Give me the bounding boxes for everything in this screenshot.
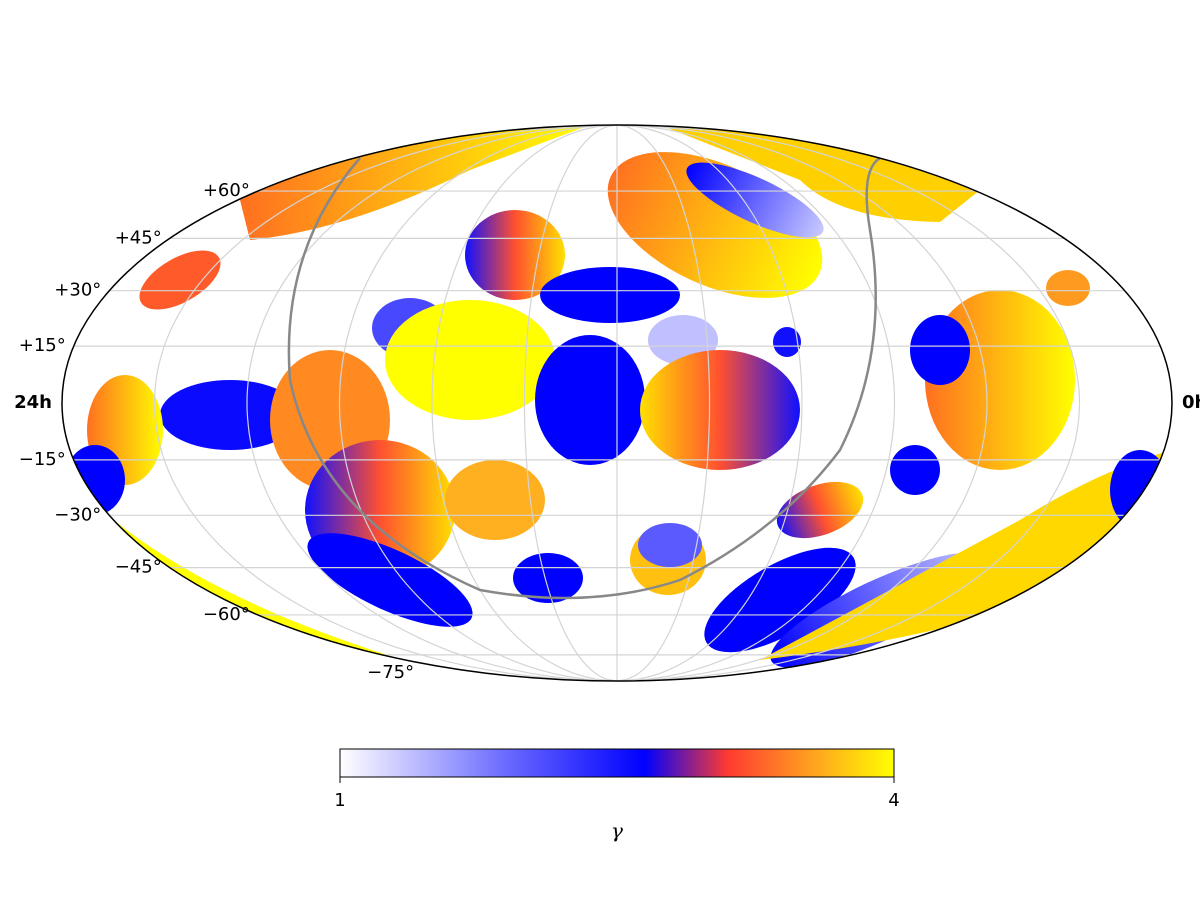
colorbar-tick-label: 1 bbox=[334, 790, 345, 811]
y-tick-label: −30° bbox=[54, 504, 101, 525]
y-tick-label: −15° bbox=[19, 449, 66, 470]
y-tick-label: −60° bbox=[203, 604, 250, 625]
region bbox=[465, 210, 565, 300]
region bbox=[445, 460, 545, 540]
region bbox=[638, 523, 702, 567]
y-tick-label: +60° bbox=[203, 180, 250, 201]
meridian bbox=[246, 125, 618, 681]
y-tick-label: −45° bbox=[115, 557, 162, 578]
galactic-plane bbox=[287, 156, 881, 600]
region bbox=[240, 125, 590, 240]
region bbox=[890, 445, 940, 495]
region bbox=[910, 315, 970, 385]
meridian bbox=[616, 125, 711, 681]
meridian bbox=[431, 125, 618, 681]
region bbox=[1110, 450, 1170, 530]
colorbar-tick-label: 4 bbox=[888, 790, 899, 811]
sky-boundary bbox=[61, 124, 1173, 682]
grid bbox=[73, 125, 1161, 681]
region bbox=[139, 250, 221, 310]
region bbox=[760, 450, 1172, 660]
y-tick-label: +45° bbox=[115, 227, 162, 248]
colorbar bbox=[339, 748, 895, 778]
region bbox=[307, 533, 473, 627]
region bbox=[704, 547, 856, 653]
x-tick-label: 0h bbox=[1182, 392, 1200, 413]
meridian bbox=[153, 125, 618, 681]
meridian bbox=[523, 125, 618, 681]
meridian bbox=[616, 125, 988, 681]
x-tick-label: 24h bbox=[14, 392, 52, 413]
region bbox=[660, 125, 980, 222]
colorbar-label: γ bbox=[611, 819, 623, 843]
region bbox=[540, 267, 680, 323]
sky-regions bbox=[62, 125, 1172, 680]
region bbox=[535, 335, 645, 465]
region bbox=[160, 380, 300, 450]
y-tick-label: +30° bbox=[54, 280, 101, 301]
region bbox=[1046, 270, 1090, 306]
region bbox=[385, 300, 555, 420]
region bbox=[640, 350, 800, 470]
meridian bbox=[338, 125, 618, 681]
region bbox=[686, 162, 824, 238]
region bbox=[773, 327, 801, 357]
y-tick-label: −75° bbox=[367, 662, 414, 683]
meridian bbox=[616, 125, 896, 681]
region bbox=[513, 553, 583, 603]
meridian bbox=[616, 125, 1081, 681]
y-tick-label: +15° bbox=[19, 335, 66, 356]
meridian bbox=[616, 125, 803, 681]
